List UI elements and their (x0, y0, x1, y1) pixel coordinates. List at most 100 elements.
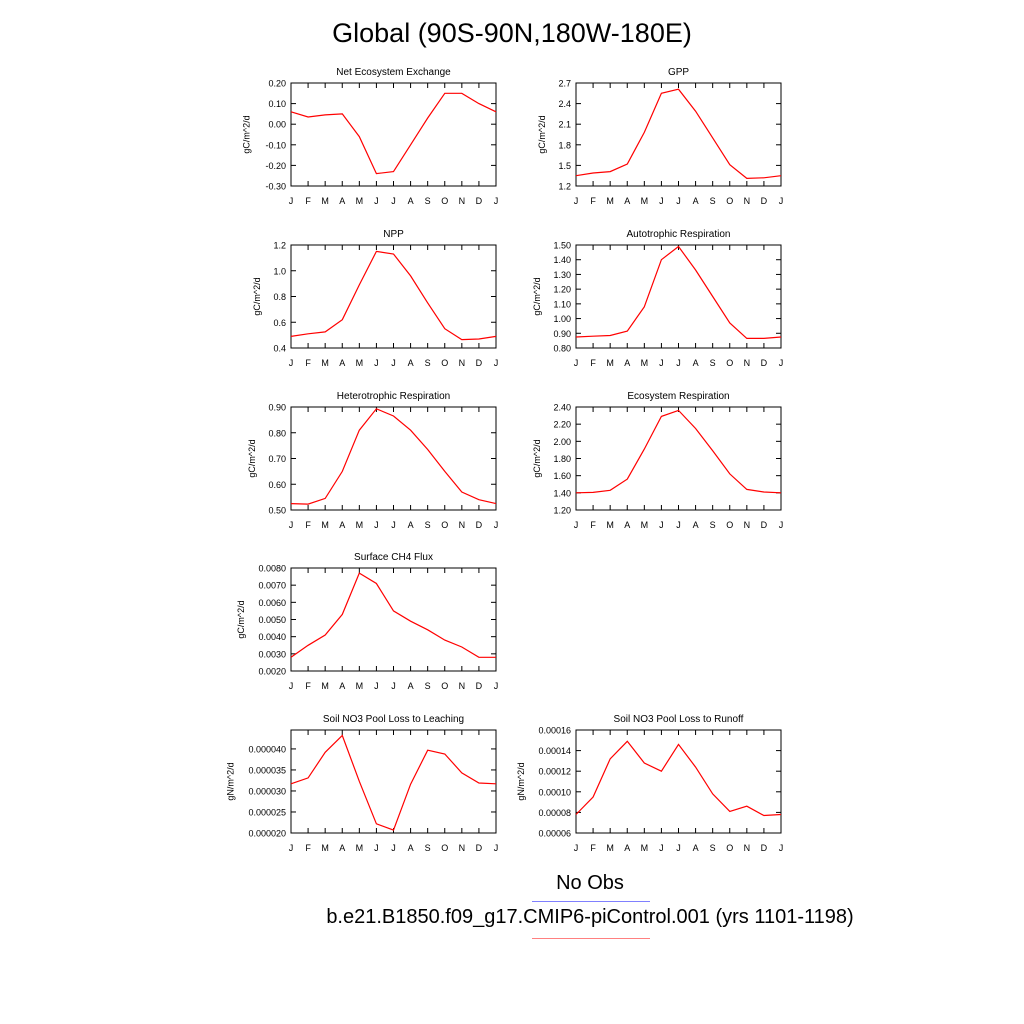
x-tick-label: J (391, 358, 396, 368)
plot-frame (575, 406, 782, 511)
y-tick-label: 1.50 (553, 241, 571, 251)
x-tick-label: S (425, 681, 431, 691)
y-tick-label: 0.000035 (248, 765, 286, 775)
x-tick-label: M (606, 520, 614, 530)
x-tick-label: A (408, 520, 414, 530)
y-axis-label: gC/m^2/d (242, 115, 252, 153)
y-tick-label: 0.8 (273, 292, 286, 302)
y-tick-label: 0.000040 (248, 744, 286, 754)
x-tick-label: A (408, 358, 414, 368)
x-tick-label: J (779, 358, 784, 368)
x-tick-label: S (710, 358, 716, 368)
figure-title: Global (90S-90N,180W-180E) (332, 18, 692, 48)
panel-title: Ecosystem Respiration (627, 391, 729, 402)
x-tick-label: F (305, 196, 311, 206)
y-tick-label: -0.30 (265, 182, 286, 192)
y-tick-label: 1.30 (553, 270, 571, 280)
x-tick-label: J (659, 196, 664, 206)
x-tick-label: M (356, 358, 364, 368)
y-tick-label: 0.000025 (248, 807, 286, 817)
x-tick-label: J (676, 358, 681, 368)
y-tick-label: 1.40 (553, 255, 571, 265)
y-axis-label: gC/m^2/d (532, 439, 542, 477)
y-axis-label: gC/m^2/d (537, 115, 547, 153)
y-tick-label: 0.10 (268, 99, 286, 109)
x-tick-label: N (459, 358, 466, 368)
y-tick-label: 0.6 (273, 318, 286, 328)
y-tick-label: 2.1 (558, 120, 571, 130)
x-tick-label: M (606, 843, 614, 853)
x-tick-label: A (693, 520, 699, 530)
plot-frame (575, 82, 782, 187)
x-tick-label: A (339, 520, 345, 530)
x-tick-label: A (693, 358, 699, 368)
x-tick-label: J (494, 520, 499, 530)
x-tick-label: J (779, 843, 784, 853)
x-tick-label: N (459, 196, 466, 206)
x-tick-label: A (408, 196, 414, 206)
y-tick-label: 0.000020 (248, 829, 286, 839)
y-axis-label: gN/m^2/d (226, 762, 236, 800)
y-tick-label: 0.0080 (258, 564, 286, 574)
x-tick-label: M (321, 358, 329, 368)
x-tick-label: O (726, 520, 733, 530)
y-tick-label: 0.0020 (258, 667, 286, 677)
y-tick-label: 0.00 (268, 120, 286, 130)
x-tick-label: S (425, 358, 431, 368)
x-tick-label: O (726, 843, 733, 853)
x-tick-label: J (659, 520, 664, 530)
y-tick-label: -0.10 (265, 140, 286, 150)
x-tick-label: M (641, 196, 649, 206)
x-tick-label: S (425, 520, 431, 530)
x-tick-label: O (441, 520, 448, 530)
x-tick-label: J (374, 520, 379, 530)
y-axis-label: gC/m^2/d (247, 439, 257, 477)
x-tick-label: D (476, 358, 483, 368)
y-axis-label: gC/m^2/d (252, 277, 262, 315)
y-tick-label: 1.40 (553, 488, 571, 498)
x-tick-label: S (710, 196, 716, 206)
x-tick-label: F (305, 520, 311, 530)
y-tick-label: 1.20 (553, 506, 571, 516)
y-tick-label: 1.20 (553, 285, 571, 295)
panel-title: Soil NO3 Pool Loss to Leaching (323, 714, 464, 725)
x-tick-label: N (744, 520, 751, 530)
x-tick-label: A (339, 843, 345, 853)
y-tick-label: 2.7 (558, 79, 571, 89)
y-tick-label: 0.70 (268, 454, 286, 464)
y-tick-label: 0.0060 (258, 598, 286, 608)
y-tick-label: 2.00 (553, 437, 571, 447)
x-tick-label: A (624, 358, 630, 368)
y-tick-label: 0.00008 (538, 808, 571, 818)
x-tick-label: J (391, 196, 396, 206)
y-tick-label: 1.60 (553, 471, 571, 481)
x-tick-label: A (693, 843, 699, 853)
x-tick-label: J (289, 358, 294, 368)
x-tick-label: S (710, 520, 716, 530)
y-tick-label: 0.00012 (538, 767, 571, 777)
x-tick-label: N (459, 520, 466, 530)
x-tick-label: J (676, 196, 681, 206)
x-tick-label: D (476, 681, 483, 691)
x-tick-label: O (441, 681, 448, 691)
x-tick-label: M (321, 196, 329, 206)
x-tick-label: J (574, 520, 579, 530)
y-tick-label: 1.5 (558, 161, 571, 171)
y-tick-label: 0.00016 (538, 726, 571, 736)
x-tick-label: D (761, 196, 768, 206)
y-tick-label: 2.40 (553, 403, 571, 413)
x-tick-label: O (726, 196, 733, 206)
y-tick-label: 0.20 (268, 79, 286, 89)
x-tick-label: M (356, 681, 364, 691)
legend-label-obs: No Obs (556, 872, 624, 894)
x-tick-label: D (761, 520, 768, 530)
y-tick-label: 0.80 (553, 344, 571, 354)
y-tick-label: 1.0 (273, 266, 286, 276)
y-tick-label: 1.10 (553, 299, 571, 309)
x-tick-label: J (494, 358, 499, 368)
panel-title: Soil NO3 Pool Loss to Runoff (614, 714, 744, 725)
x-tick-label: N (744, 196, 751, 206)
y-tick-label: 2.4 (558, 99, 571, 109)
y-tick-label: 1.8 (558, 140, 571, 150)
x-tick-label: J (659, 358, 664, 368)
